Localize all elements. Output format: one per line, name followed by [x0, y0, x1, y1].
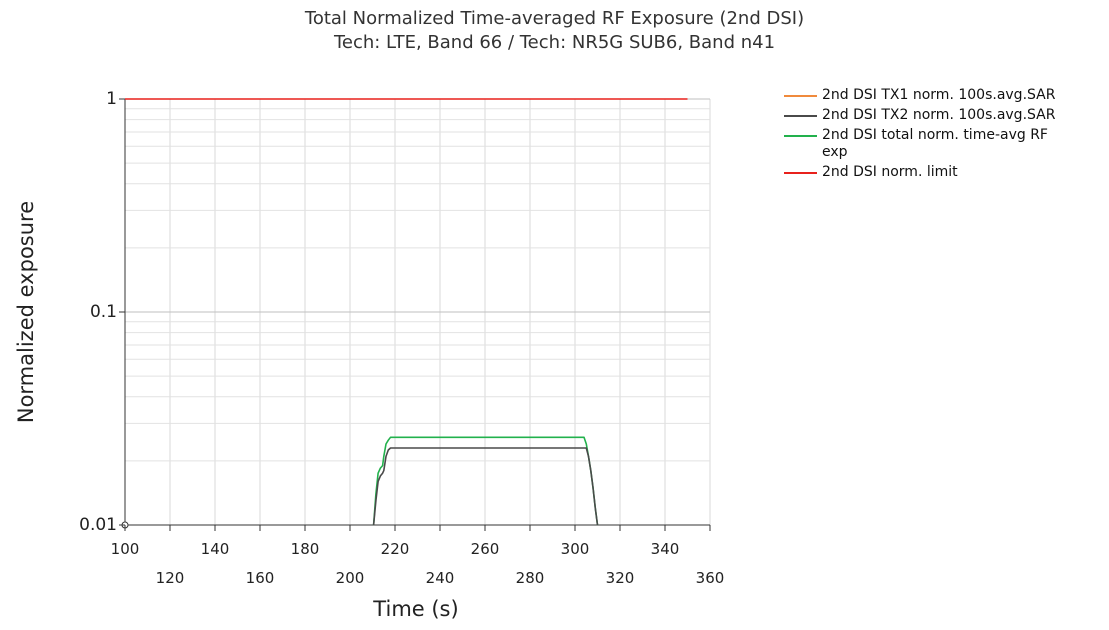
x-tick-label: 320 — [606, 569, 635, 587]
chart-title: Total Normalized Time-averaged RF Exposu… — [304, 8, 805, 29]
x-tick-label: 120 — [156, 569, 185, 587]
x-tick-label: 180 — [291, 540, 320, 558]
y-tick-label: 1 — [106, 89, 117, 109]
tick-labels: 100 140 180 220 260 300 340 120 160 200 240 280 320 3… — [79, 89, 724, 587]
x-tick-label: 100 — [111, 540, 140, 558]
legend-label: 2nd DSI TX1 norm. 100s.avg.SAR — [822, 87, 1056, 103]
y-axis-label: Normalized exposure — [14, 200, 38, 424]
series-lines — [125, 98, 688, 526]
legend-item: 2nd DSI total norm. time-avg RF exp — [784, 127, 1062, 161]
legend-swatch — [784, 172, 817, 174]
legend-label: 2nd DSI total norm. time-avg RF exp — [822, 127, 1048, 160]
legend-swatch — [784, 135, 817, 137]
legend: 2nd DSI TX1 norm. 100s.avg.SAR 2nd DSI TX… — [784, 87, 1104, 184]
legend-item: 2nd DSI TX2 norm. 100s.avg.SAR — [784, 107, 1104, 124]
x-axis-label: Time (s) — [373, 597, 459, 621]
y-tick-label: 0.01 — [79, 515, 117, 535]
legend-label: 2nd DSI norm. limit — [822, 164, 958, 180]
legend-item: 2nd DSI norm. limit — [784, 164, 1104, 181]
x-tick-label: 160 — [246, 569, 275, 587]
grid — [125, 98, 711, 525]
x-tick-label: 280 — [516, 569, 545, 587]
x-tick-label: 200 — [336, 569, 365, 587]
x-tick-label: 140 — [201, 540, 230, 558]
x-tick-label: 260 — [471, 540, 500, 558]
series-line — [372, 447, 599, 526]
x-tick-label: 360 — [696, 569, 725, 587]
x-tick-label: 220 — [381, 540, 410, 558]
legend-swatch — [784, 115, 817, 117]
x-tick-label: 300 — [561, 540, 590, 558]
y-tick-label: 0.1 — [90, 302, 117, 322]
axes — [119, 98, 711, 531]
legend-swatch — [784, 95, 817, 97]
x-tick-label: 240 — [426, 569, 455, 587]
series-line — [372, 436, 599, 526]
legend-label: 2nd DSI TX2 norm. 100s.avg.SAR — [822, 107, 1056, 123]
legend-item: 2nd DSI TX1 norm. 100s.avg.SAR — [784, 87, 1104, 104]
chart-subtitle: Tech: LTE, Band 66 / Tech: NR5G SUB6, Ba… — [333, 32, 776, 53]
x-tick-label: 340 — [651, 540, 680, 558]
